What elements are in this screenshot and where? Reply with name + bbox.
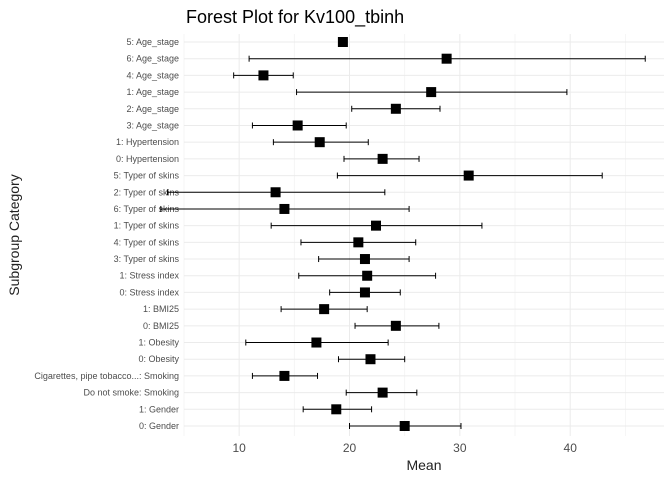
mean-point: [390, 103, 401, 114]
y-tick-label: 4: Age_stage: [126, 70, 179, 80]
mean-point: [359, 254, 370, 265]
y-tick-label: 0: BMI25: [143, 321, 179, 331]
mean-point: [377, 387, 388, 398]
mean-point: [314, 137, 325, 148]
mean-point: [331, 404, 342, 415]
y-tick-label: 1: BMI25: [143, 304, 179, 314]
y-tick-label: 1: Typer of skins: [114, 221, 180, 231]
y-tick-label: 5: Typer of skins: [114, 171, 180, 181]
y-tick-label: 2: Typer of skins: [114, 187, 180, 197]
y-tick-label: 1: Obesity: [138, 338, 179, 348]
y-tick-label: 5: Age_stage: [126, 37, 179, 47]
y-tick-label: 3: Age_stage: [126, 120, 179, 130]
y-axis-title: Subgroup Category: [6, 174, 22, 295]
y-tick-label: 1: Hypertension: [116, 137, 179, 147]
y-tick-label: 0: Hypertension: [116, 154, 179, 164]
mean-point: [337, 37, 348, 47]
mean-point: [311, 337, 322, 348]
mean-point: [258, 70, 269, 81]
y-tick-label: 0: Obesity: [138, 354, 179, 364]
y-tick-labels: 5: Age_stage 6: Age_stage 4: Age_stage 1: A…: [34, 37, 179, 431]
y-tick-label: 6: Age_stage: [126, 54, 179, 64]
y-tick-label: 6: Typer of skins: [114, 204, 180, 214]
mean-point: [371, 220, 381, 231]
mean-point: [463, 170, 474, 181]
mean-point: [279, 203, 290, 214]
y-tick-label: 1: Stress index: [119, 271, 179, 281]
mean-point: [279, 370, 290, 381]
y-tick-label: Do not smoke: Smoking: [83, 388, 179, 398]
y-tick-label: 1: Age_stage: [126, 87, 179, 97]
y-tick-label: 2: Age_stage: [126, 104, 179, 114]
y-tick-label: 4: Typer of skins: [114, 237, 180, 247]
mean-point: [426, 87, 437, 98]
x-tick-labels: 10 20 30 40: [232, 441, 577, 455]
mean-point: [362, 270, 373, 281]
x-tick-label: 40: [564, 441, 578, 455]
x-tick-label: 20: [343, 441, 357, 455]
y-tick-label: 0: Gender: [139, 421, 179, 431]
x-tick-label: 10: [232, 441, 246, 455]
mean-point: [359, 287, 370, 298]
mean-point: [353, 237, 364, 248]
mean-point: [399, 421, 410, 431]
mean-point: [377, 153, 388, 164]
mean-point: [390, 320, 401, 331]
mean-point: [270, 187, 281, 198]
x-tick-label: 30: [453, 441, 467, 455]
chart-title: Forest Plot for Kv100_tbinh: [186, 7, 404, 28]
mean-point: [292, 120, 303, 131]
y-tick-label: 1: Gender: [139, 404, 179, 414]
mean-points: [258, 37, 474, 431]
y-tick-label: 0: Stress index: [119, 287, 179, 297]
x-axis-title: Mean: [406, 457, 441, 473]
mean-point: [319, 304, 330, 315]
y-tick-label: 3: Typer of skins: [114, 254, 180, 264]
y-tick-label: Cigarettes, pipe tobacco...: Smoking: [34, 371, 179, 381]
mean-point: [441, 53, 452, 64]
mean-point: [365, 354, 376, 365]
